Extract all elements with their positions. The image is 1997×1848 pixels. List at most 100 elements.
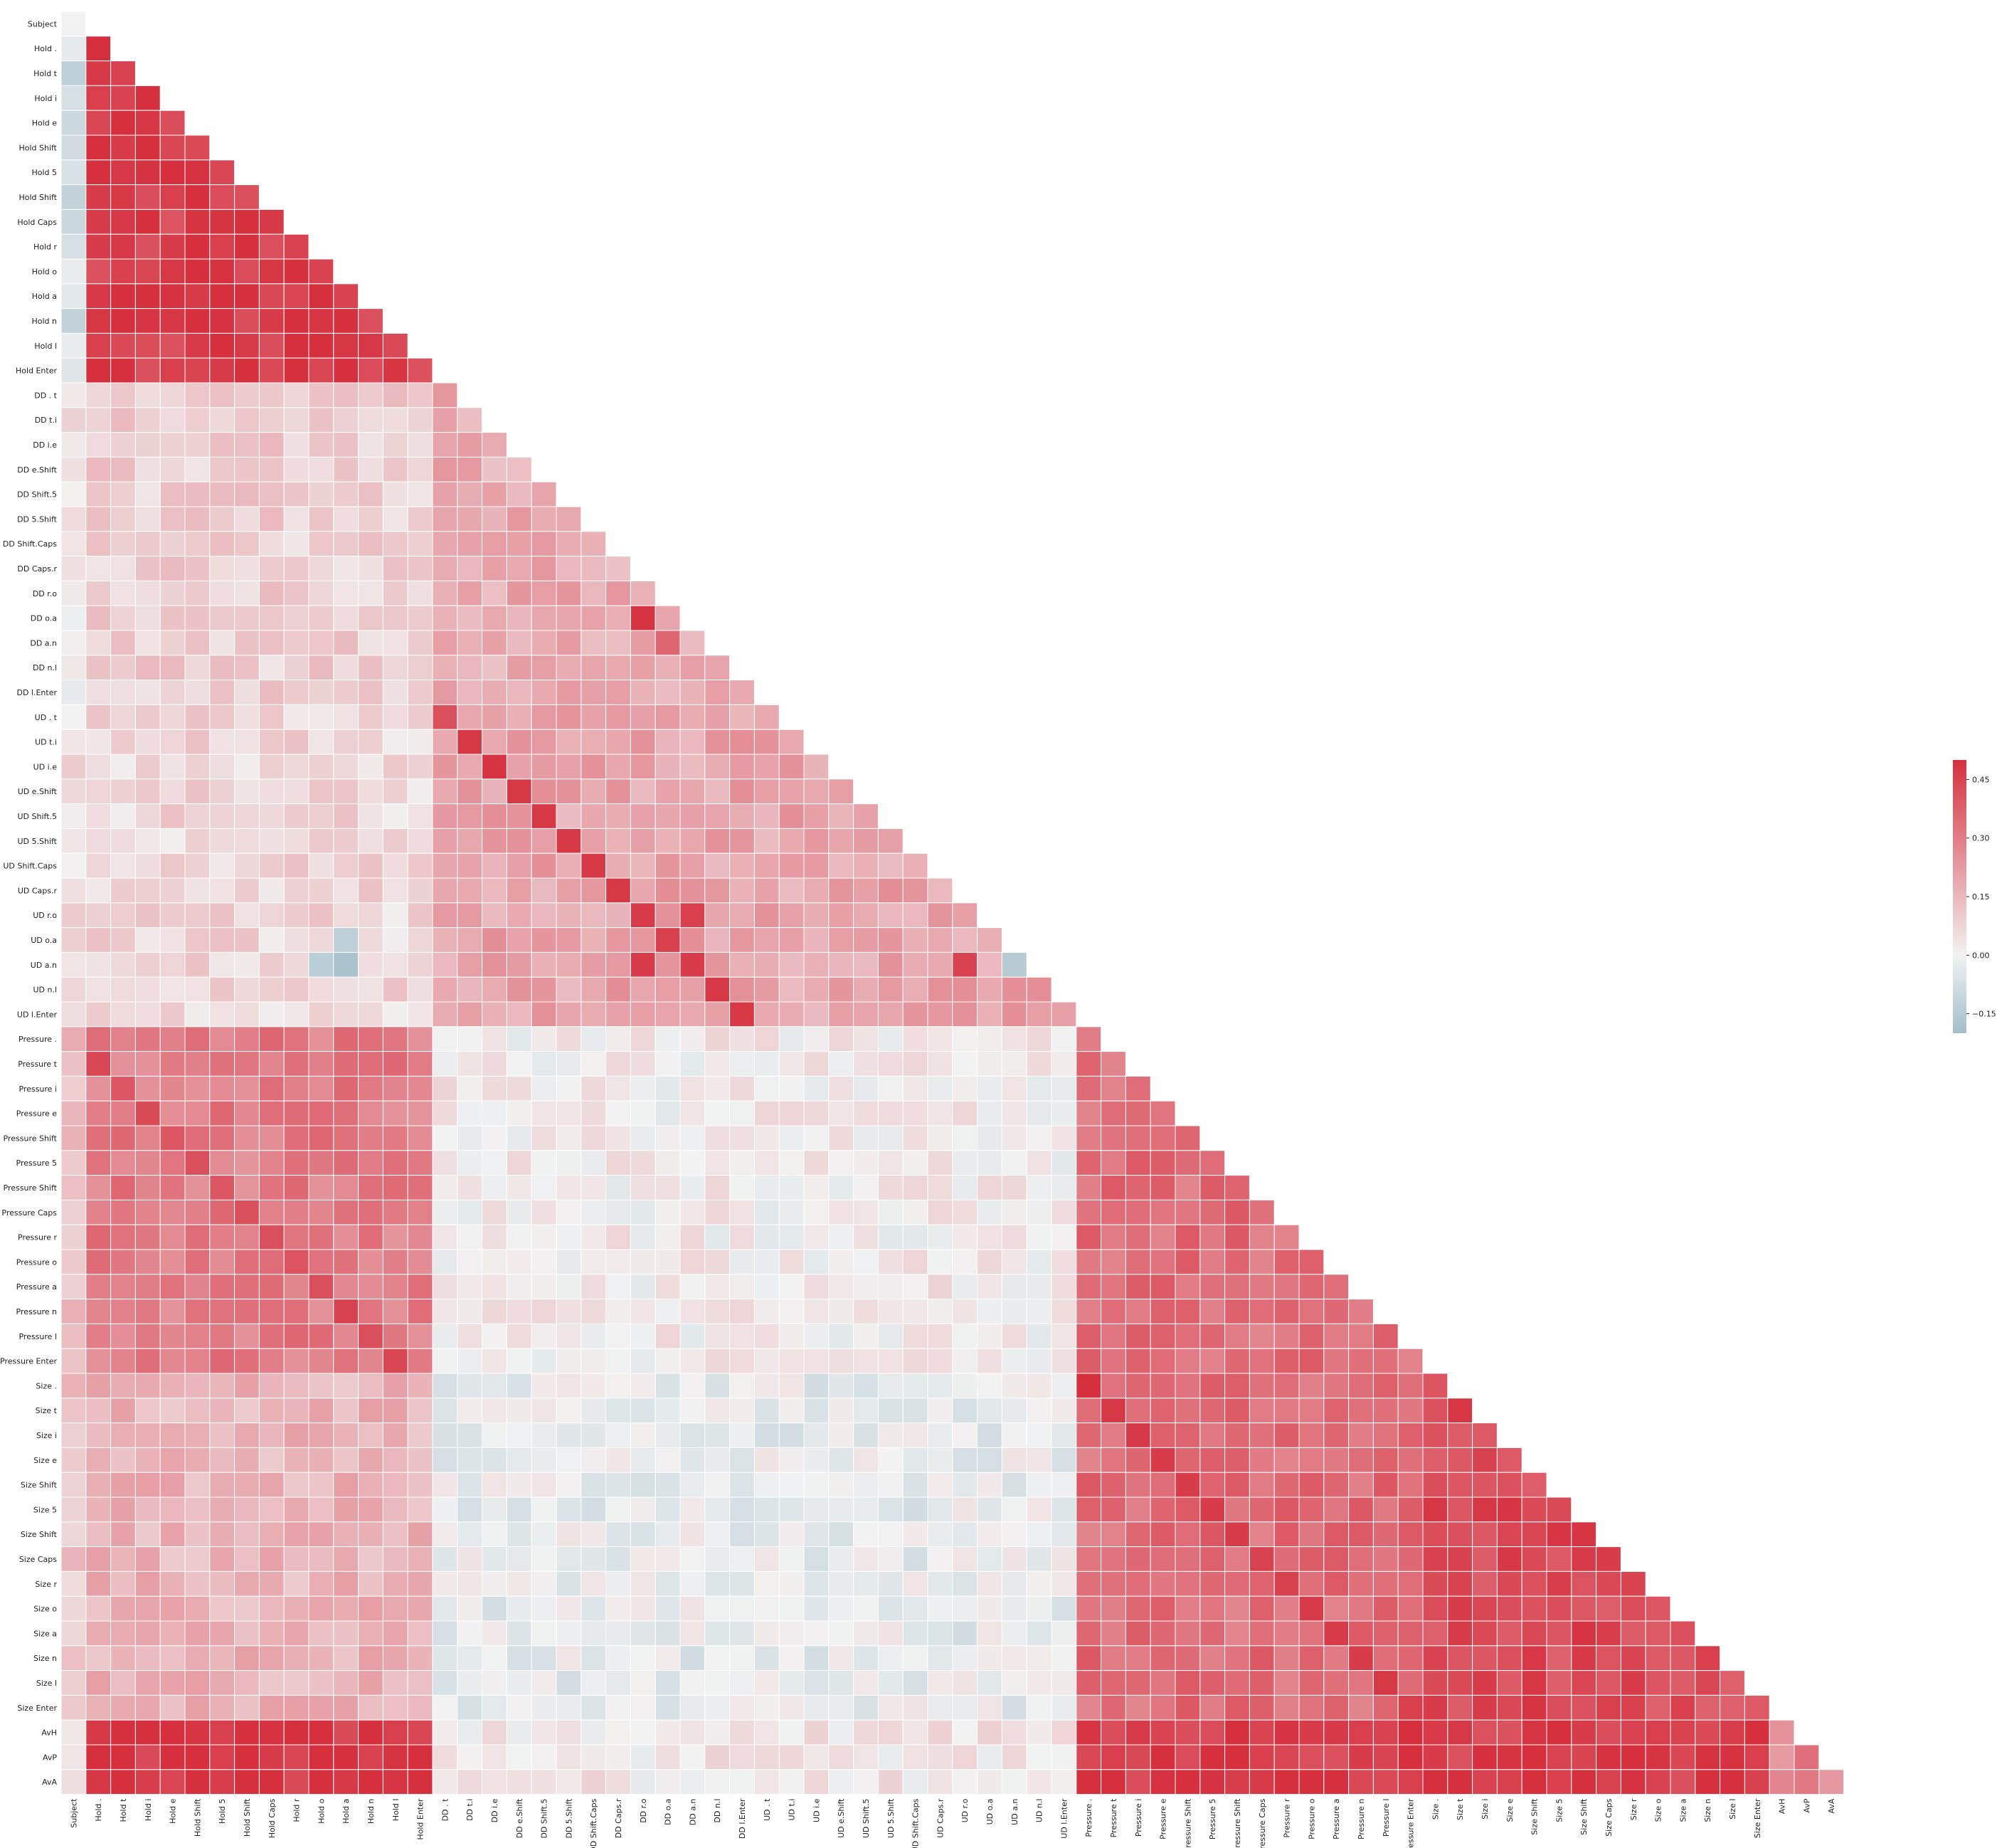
heatmap-cell xyxy=(506,1546,532,1572)
heatmap-cell xyxy=(977,951,1002,978)
heatmap-cell xyxy=(556,1125,582,1151)
heatmap-cell xyxy=(283,1769,309,1795)
heatmap-cell xyxy=(333,1199,359,1225)
heatmap-cell xyxy=(853,1150,879,1176)
heatmap-cell xyxy=(902,1645,928,1672)
heatmap-cell xyxy=(407,1299,433,1324)
heatmap-cell xyxy=(1447,1670,1473,1696)
heatmap-cell xyxy=(308,1373,334,1399)
heatmap-cell xyxy=(1273,1620,1300,1647)
heatmap-cell xyxy=(1298,1348,1325,1374)
heatmap-cell xyxy=(1372,1521,1399,1548)
heatmap-cell xyxy=(753,1447,780,1473)
heatmap-cell xyxy=(927,1051,953,1077)
heatmap-cell xyxy=(655,1051,681,1077)
heatmap-cell xyxy=(134,1150,161,1176)
heatmap-cell xyxy=(1645,1769,1671,1795)
heatmap-cell xyxy=(778,1694,805,1721)
heatmap-cell xyxy=(85,1075,112,1102)
y-tick-label: Pressure Shift xyxy=(4,1134,58,1143)
heatmap-cell xyxy=(753,704,780,730)
heatmap-cell xyxy=(209,1422,235,1448)
heatmap-cell xyxy=(184,208,211,235)
heatmap-cell xyxy=(283,630,309,656)
heatmap-cell xyxy=(506,1620,532,1647)
heatmap-cell xyxy=(902,1001,928,1028)
heatmap-cell xyxy=(803,1398,830,1424)
heatmap-cell xyxy=(1348,1348,1374,1374)
heatmap-cell xyxy=(184,927,211,953)
y-tick-label: Hold l xyxy=(34,342,57,351)
heatmap-cell xyxy=(679,1645,706,1672)
heatmap-cell xyxy=(184,1769,211,1795)
heatmap-cell xyxy=(729,1348,755,1374)
heatmap-cell xyxy=(308,1075,334,1102)
heatmap-cell xyxy=(556,976,582,1003)
heatmap-cell xyxy=(60,382,87,408)
heatmap-cell xyxy=(407,852,433,879)
heatmap-cell xyxy=(977,976,1002,1003)
heatmap-cell xyxy=(679,1769,706,1795)
heatmap-cell xyxy=(630,1373,656,1399)
x-tick-label: UD . t xyxy=(763,1798,772,1821)
heatmap-cell xyxy=(432,680,458,705)
heatmap-cell xyxy=(209,506,235,532)
heatmap-cell xyxy=(1422,1521,1448,1548)
colorbar-tick-label: 0.00 xyxy=(1972,951,1990,960)
heatmap-cell xyxy=(333,729,359,755)
heatmap-cell xyxy=(85,1472,112,1498)
heatmap-cell xyxy=(655,1595,681,1622)
heatmap-cell xyxy=(1397,1546,1424,1572)
heatmap-cell xyxy=(333,852,359,879)
heatmap-cell xyxy=(828,951,854,978)
heatmap-cell xyxy=(85,680,112,705)
heatmap-cell xyxy=(85,506,112,532)
heatmap-cell xyxy=(679,1546,706,1572)
heatmap-cell xyxy=(482,481,507,507)
heatmap-cell xyxy=(828,1199,854,1225)
heatmap-cell xyxy=(134,1422,161,1448)
heatmap-cell xyxy=(1175,1744,1201,1770)
heatmap-cell xyxy=(159,828,186,854)
heatmap-cell xyxy=(432,1472,458,1498)
heatmap-cell xyxy=(1323,1769,1350,1795)
heatmap-cell xyxy=(1001,1422,1027,1448)
heatmap-cell xyxy=(877,1422,904,1448)
heatmap-cell xyxy=(1323,1373,1350,1399)
x-tick-label: Hold 5 xyxy=(218,1799,227,1825)
x-tick-label: Pressure i xyxy=(1134,1799,1143,1837)
heatmap-cell xyxy=(1051,1373,1077,1399)
heatmap-cell xyxy=(85,951,112,978)
heatmap-cell xyxy=(1298,1447,1325,1473)
heatmap-cell xyxy=(828,1719,854,1746)
heatmap-cell xyxy=(159,407,186,433)
heatmap-cell xyxy=(1496,1744,1522,1770)
heatmap-cell xyxy=(828,1001,854,1028)
x-tick-label: Pressure . xyxy=(1084,1799,1093,1837)
heatmap-cell xyxy=(679,803,706,829)
heatmap-cell xyxy=(952,1249,978,1275)
heatmap-cell xyxy=(605,556,631,581)
heatmap-cell xyxy=(1224,1175,1250,1200)
heatmap-cell xyxy=(877,1645,904,1672)
heatmap-cell xyxy=(382,877,408,904)
heatmap-cell xyxy=(581,1595,607,1622)
heatmap-cell xyxy=(1125,1570,1151,1597)
heatmap-cell xyxy=(1001,1521,1027,1548)
heatmap-cell xyxy=(729,1472,755,1498)
heatmap-cell xyxy=(1175,1570,1201,1597)
heatmap-cell xyxy=(581,951,607,978)
heatmap-cell xyxy=(283,1001,309,1028)
heatmap-cell xyxy=(655,605,681,631)
heatmap-cell xyxy=(110,951,136,978)
x-tick-label: DD Caps.r xyxy=(614,1798,623,1838)
heatmap-cell xyxy=(258,1447,285,1473)
heatmap-cell xyxy=(1596,1645,1621,1672)
heatmap-cell xyxy=(333,1274,359,1300)
heatmap-cell xyxy=(1249,1719,1275,1746)
heatmap-cell xyxy=(184,1744,211,1770)
heatmap-cell xyxy=(482,1398,507,1424)
heatmap-cell xyxy=(1372,1719,1399,1746)
heatmap-cell xyxy=(729,927,755,953)
heatmap-cell xyxy=(432,1299,458,1324)
